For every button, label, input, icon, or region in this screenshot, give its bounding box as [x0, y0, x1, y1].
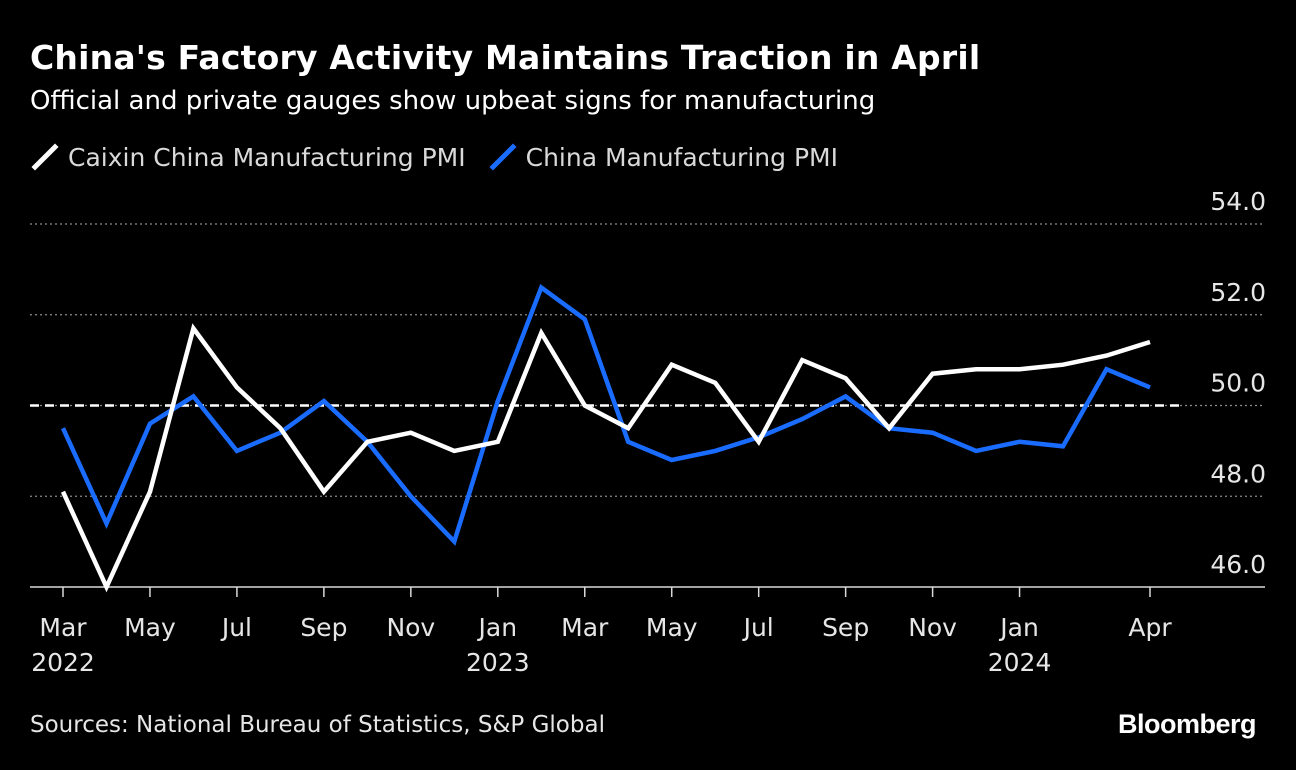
- x-tick-label: Nov: [908, 613, 957, 642]
- x-tick-label: May: [124, 613, 176, 642]
- series-line-official: [60, 283, 1151, 546]
- x-tick-year-label: 2023: [466, 648, 530, 677]
- legend-item-official: China Manufacturing PMI: [488, 142, 838, 172]
- x-tick-label: Sep: [300, 613, 347, 642]
- bloomberg-logo: Bloomberg: [1117, 709, 1257, 739]
- legend-label-caixin: Caixin China Manufacturing PMI: [68, 142, 466, 172]
- x-tick-label: Apr: [1128, 613, 1172, 642]
- chart-title: China's Factory Activity Maintains Tract…: [30, 38, 981, 77]
- y-tick-label: 48.0: [1210, 459, 1266, 488]
- series-line-caixin: [60, 323, 1151, 593]
- x-tick-year-label: 2022: [31, 648, 95, 677]
- legend-item-caixin: Caixin China Manufacturing PMI: [30, 142, 466, 172]
- x-tick-label: Mar: [561, 613, 609, 642]
- legend-swatch-caixin: [31, 143, 59, 171]
- legend-swatch-official: [489, 143, 517, 171]
- x-tick-label: Mar: [39, 613, 87, 642]
- y-tick-label: 54.0: [1210, 187, 1266, 216]
- legend-label-official: China Manufacturing PMI: [525, 142, 838, 172]
- y-tick-label: 46.0: [1210, 550, 1266, 579]
- x-tick-label: Jul: [742, 613, 774, 642]
- x-tick-label: Jan: [477, 613, 518, 642]
- x-tick-label: Nov: [386, 613, 435, 642]
- x-tick-year-label: 2024: [988, 648, 1052, 677]
- y-tick-label: 50.0: [1210, 369, 1266, 398]
- x-tick-label: Jan: [998, 613, 1039, 642]
- source-note: Sources: National Bureau of Statistics, …: [30, 712, 605, 738]
- legend: Caixin China Manufacturing PMI China Man…: [30, 142, 860, 172]
- y-tick-label: 52.0: [1210, 278, 1266, 307]
- x-tick-label: May: [646, 613, 698, 642]
- x-tick-label: Jul: [220, 613, 252, 642]
- chart-subtitle: Official and private gauges show upbeat …: [30, 86, 876, 116]
- x-tick-label: Sep: [822, 613, 869, 642]
